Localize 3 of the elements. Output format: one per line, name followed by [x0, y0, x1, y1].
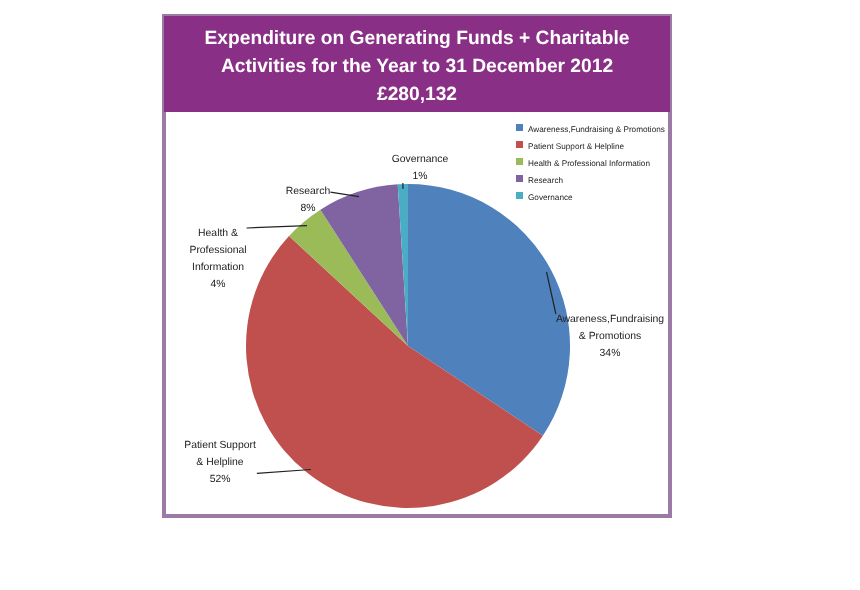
- pie-slice: [289, 209, 408, 346]
- chart-title: Expenditure on Generating Funds + Charitable Activities for the Year to 31 December 2012: [204, 28, 630, 78]
- chart-subtitle: £280,132: [376, 84, 458, 106]
